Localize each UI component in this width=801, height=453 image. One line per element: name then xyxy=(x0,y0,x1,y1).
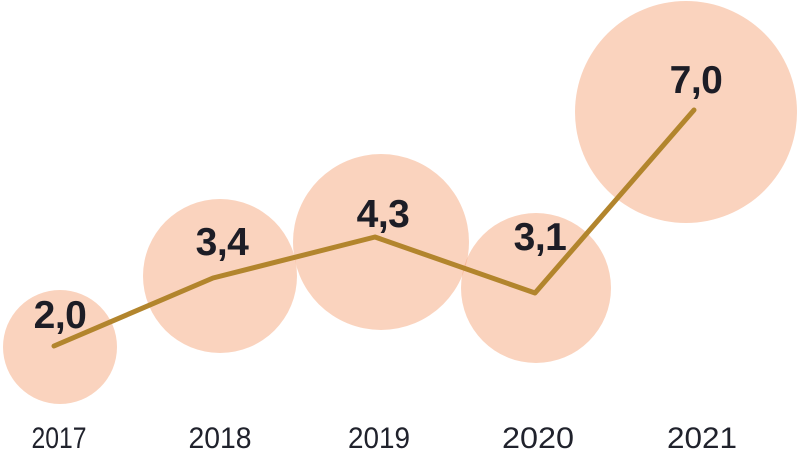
category-label-2019: 2019 xyxy=(348,422,410,453)
bubble-2019 xyxy=(293,154,469,330)
category-label-2017: 2017 xyxy=(32,422,87,453)
trend-line xyxy=(51,107,697,349)
value-label-2017: 2,0 xyxy=(34,294,87,337)
bubble-2021 xyxy=(575,1,797,223)
value-label-2021: 7,0 xyxy=(670,59,723,102)
value-label-2018: 3,4 xyxy=(196,221,250,264)
category-label-2018: 2018 xyxy=(189,422,252,453)
bubble-2017 xyxy=(3,290,117,404)
category-label-2021: 2021 xyxy=(667,422,737,453)
category-label-2020: 2020 xyxy=(502,422,574,453)
value-label-2020: 3,1 xyxy=(514,216,567,259)
value-label-2019: 4,3 xyxy=(357,193,410,236)
